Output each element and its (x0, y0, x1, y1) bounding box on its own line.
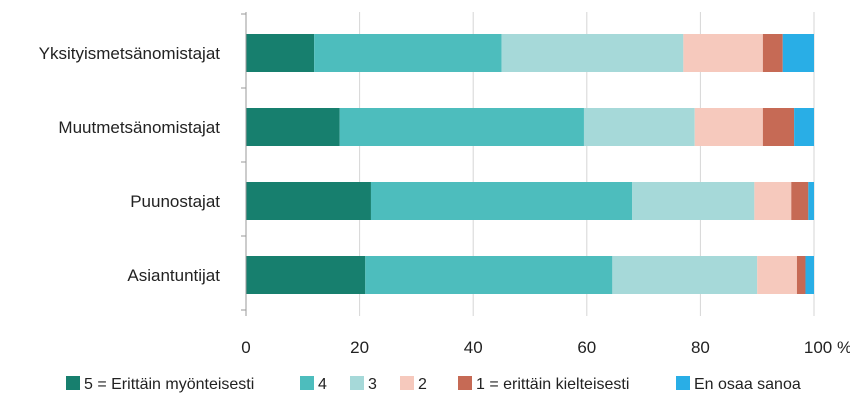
category-label: Puunostajat (130, 192, 220, 211)
legend-swatch (676, 376, 690, 390)
legend-label: 1 = erittäin kielteisesti (476, 376, 629, 393)
bar-segment (757, 256, 797, 294)
bar-segment (246, 108, 340, 146)
legend-label: 2 (418, 376, 427, 393)
bar-segment (796, 256, 806, 294)
x-tick-label: 20 (350, 338, 369, 357)
category-label: Yksityismetsänomistajat (39, 44, 221, 63)
bar-segment (612, 256, 758, 294)
legend-label: 3 (368, 376, 377, 393)
legend-label: En osaa sanoa (694, 376, 801, 393)
bar-segment (339, 108, 584, 146)
bar-segment (632, 182, 755, 220)
bar-segment (762, 34, 783, 72)
legend-swatch (300, 376, 314, 390)
legend-swatch (458, 376, 472, 390)
bar-segment (808, 182, 814, 220)
bar-segment (246, 182, 371, 220)
x-tick-label: 0 (241, 338, 250, 357)
bar-segment (365, 256, 613, 294)
bar-segment (314, 34, 502, 72)
bar-segment (501, 34, 684, 72)
bar-segment (246, 34, 315, 72)
category-label: Muutmetsänomistajat (58, 118, 220, 137)
bar-segment (583, 108, 695, 146)
axes (241, 12, 247, 316)
bar-segment (805, 256, 814, 294)
bar-segment (794, 108, 814, 146)
bar-segment (762, 108, 795, 146)
legend-label: 5 = Erittäin myönteisesti (84, 376, 254, 393)
bar-segment (370, 182, 633, 220)
bar-segment (754, 182, 792, 220)
x-tick-label: 40 (464, 338, 483, 357)
legend-swatch (400, 376, 414, 390)
legend-swatch (66, 376, 80, 390)
x-tick-label: 60 (577, 338, 596, 357)
bar-segment (694, 108, 763, 146)
x-tick-label: 100 % (804, 338, 850, 357)
bar-segment (791, 182, 809, 220)
category-label: Asiantuntijat (127, 266, 220, 285)
bar-segment (782, 34, 814, 72)
x-tick-labels: 0 20 40 60 80 100 % (241, 338, 850, 357)
bars (246, 34, 814, 294)
legend-swatch (350, 376, 364, 390)
legend: 5 = Erittäin myönteisesti 4 3 2 1 = erittäin… (66, 376, 801, 393)
x-tick-label: 80 (691, 338, 710, 357)
bar-segment (246, 256, 366, 294)
legend-label: 4 (318, 376, 327, 393)
category-labels: Yksityismetsänomistajat Muutmetsänomistaj… (39, 44, 221, 285)
bar-segment (683, 34, 763, 72)
